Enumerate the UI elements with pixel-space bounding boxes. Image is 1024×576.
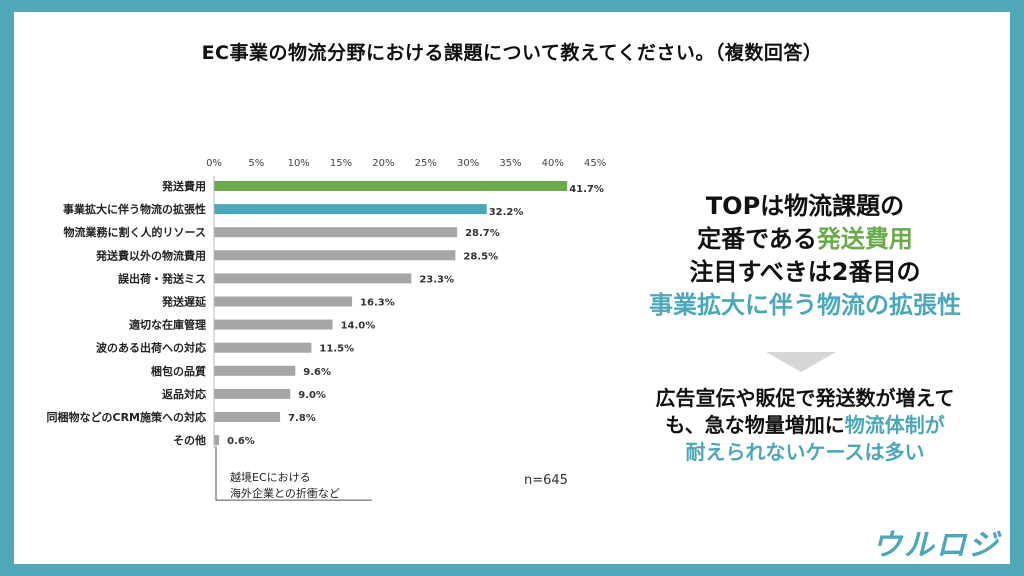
sub-line-1: 広告宣伝や販促で発送数が増えて bbox=[655, 386, 955, 410]
category-label: 発送費用 bbox=[161, 179, 206, 193]
value-label: 28.5% bbox=[463, 251, 498, 262]
value-label: 14.0% bbox=[341, 321, 376, 332]
category-label: 返品対応 bbox=[162, 387, 206, 401]
bar bbox=[214, 319, 333, 330]
category-label: 適切な在庫管理 bbox=[129, 318, 206, 332]
message-line-1: TOPは物流課題の bbox=[705, 192, 905, 220]
value-label: 9.0% bbox=[298, 390, 326, 401]
category-label: 波のある出荷への対応 bbox=[96, 341, 206, 355]
category-label: 発送費以外の物流費用 bbox=[95, 248, 206, 262]
bar bbox=[214, 273, 412, 284]
x-tick-label: 5% bbox=[248, 158, 264, 169]
sub-highlight-teal: 物流体制が bbox=[844, 413, 945, 437]
value-label: 0.6% bbox=[227, 436, 255, 447]
category-label: 発送遅延 bbox=[161, 295, 207, 309]
value-label: 9.6% bbox=[303, 367, 331, 378]
value-label: 23.3% bbox=[419, 274, 454, 285]
sub-message: 広告宣伝や販促で発送数が増えて も、急な物量増加に物流体制が 耐えられないケース… bbox=[600, 385, 1010, 466]
bar bbox=[214, 435, 220, 446]
x-tick-label: 40% bbox=[542, 158, 564, 169]
bar bbox=[214, 204, 487, 215]
bar bbox=[214, 227, 458, 238]
bar bbox=[214, 365, 296, 376]
key-message: TOPは物流課題の 定番である発送費用 注目すべきは2番目の 事業拡大に伴う物流… bbox=[600, 190, 1010, 322]
value-label: 32.2% bbox=[489, 207, 524, 218]
category-label: その他 bbox=[173, 433, 206, 447]
note-line-2: 海外企業との折衝など bbox=[230, 487, 340, 500]
message-line-4: 事業拡大に伴う物流の拡張性 bbox=[649, 291, 961, 319]
bar bbox=[214, 342, 312, 353]
x-tick-label: 10% bbox=[288, 158, 310, 169]
x-tick-label: 45% bbox=[584, 158, 606, 169]
note-line-1: 越境ECにおける bbox=[230, 471, 311, 484]
sub-line-2: も、急な物量増加に物流体制が bbox=[665, 413, 945, 437]
sub-line-3: 耐えられないケースは多い bbox=[685, 440, 925, 464]
message-line-2: 定番である発送費用 bbox=[697, 225, 913, 253]
x-tick-label: 30% bbox=[457, 158, 479, 169]
message-line-3: 注目すべきは2番目の bbox=[689, 258, 921, 286]
brand-logo: ウルロジ bbox=[872, 528, 1000, 563]
value-label: 7.8% bbox=[288, 413, 316, 424]
value-label: 16.3% bbox=[360, 298, 395, 309]
value-label: 41.7% bbox=[569, 184, 604, 195]
sample-size-label: n=645 bbox=[524, 473, 568, 488]
down-arrow-icon bbox=[766, 352, 836, 372]
x-tick-label: 35% bbox=[499, 158, 521, 169]
category-label: 梱包の品質 bbox=[151, 364, 206, 378]
category-label: 同梱物などのCRM施策への対応 bbox=[47, 410, 207, 424]
slide-background bbox=[14, 12, 1010, 564]
category-label: 誤出荷・発送ミス bbox=[118, 271, 206, 285]
bar bbox=[214, 181, 568, 191]
bar bbox=[214, 388, 291, 399]
bar bbox=[214, 250, 456, 261]
note-leader-line bbox=[215, 446, 372, 501]
x-tick-label: 25% bbox=[415, 158, 437, 169]
value-label: 28.7% bbox=[465, 228, 500, 239]
bar bbox=[214, 296, 353, 307]
x-tick-label: 0% bbox=[206, 158, 222, 169]
page-title: EC事業の物流分野における課題について教えてください。（複数回答） bbox=[201, 42, 823, 64]
category-label: 物流業務に割く人的リソース bbox=[64, 225, 206, 239]
x-tick-label: 15% bbox=[330, 158, 352, 169]
bar bbox=[214, 412, 281, 422]
message-highlight-green: 発送費用 bbox=[816, 225, 913, 253]
other-note: 越境ECにおける 海外企業との折衝など bbox=[230, 470, 340, 502]
category-label: 事業拡大に伴う物流の拡張性 bbox=[63, 202, 206, 216]
value-label: 11.5% bbox=[319, 344, 354, 355]
x-tick-label: 20% bbox=[372, 158, 394, 169]
